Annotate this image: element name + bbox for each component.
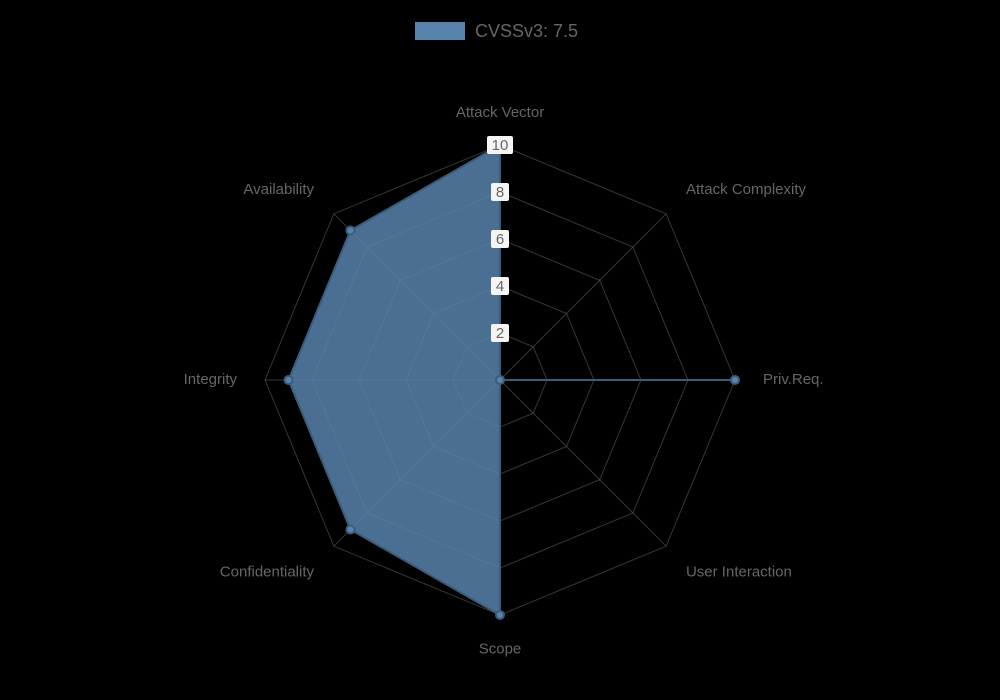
data-point [496,376,504,384]
data-point [346,226,354,234]
axis-label: Priv.Req. [763,371,824,388]
spoke [500,380,666,546]
axis-label: Confidentiality [220,563,315,580]
series-area [289,145,736,615]
axis-label: Attack Complexity [686,181,807,198]
cvss-radar-chart: CVSSv3: 7.5 2 4 6 8 10 Attack Vector Attack C… [0,0,1000,700]
tick-label: 4 [496,278,504,295]
legend-label: CVSSv3: 7.5 [475,21,578,41]
axis-label: User Interaction [686,563,792,580]
tick-label: 2 [496,325,504,342]
axis-label: Integrity [184,371,238,388]
data-point [496,611,504,619]
data-point [285,376,293,384]
tick-label: 8 [496,184,504,201]
axis-label: Scope [479,640,522,657]
tick-label: 6 [496,231,504,248]
tick-label: 10 [492,137,509,154]
data-point [346,526,354,534]
spoke [500,214,666,380]
data-point [731,376,739,384]
axis-label: Availability [243,181,314,198]
axis-label: Attack Vector [456,104,544,121]
legend: CVSSv3: 7.5 [415,21,578,41]
legend-swatch [415,22,465,40]
